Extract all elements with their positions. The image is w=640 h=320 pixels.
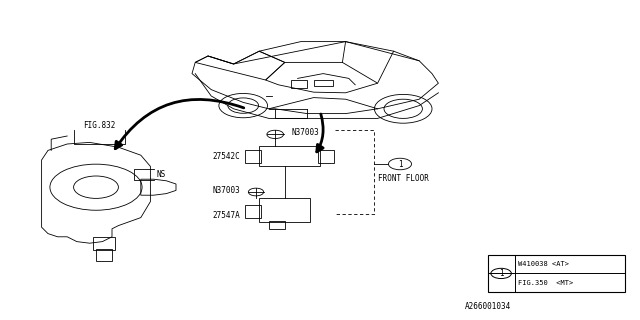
Bar [269, 221, 285, 229]
Text: NS: NS [157, 170, 166, 179]
Text: FIG.350  <MT>: FIG.350 <MT> [518, 280, 573, 286]
Text: FRONT FLOOR: FRONT FLOOR [378, 174, 428, 183]
Text: W410038 <AT>: W410038 <AT> [518, 261, 570, 267]
Text: N37003: N37003 [291, 128, 319, 137]
Bar [93, 237, 115, 250]
Text: 1: 1 [397, 159, 403, 169]
Bar [245, 205, 261, 218]
Bar [259, 198, 310, 222]
Bar [318, 150, 334, 163]
Bar [96, 249, 112, 261]
Bar [314, 80, 333, 86]
Text: 27547A: 27547A [212, 212, 240, 220]
Bar [291, 80, 307, 88]
Text: 27542C: 27542C [212, 152, 240, 161]
Text: 1: 1 [499, 269, 504, 278]
Text: FIG.832: FIG.832 [83, 121, 115, 130]
Text: N37003: N37003 [212, 186, 240, 195]
Bar [245, 150, 261, 163]
FancyArrowPatch shape [317, 114, 323, 152]
Bar [259, 146, 320, 166]
FancyArrowPatch shape [115, 100, 244, 149]
Bar [488, 255, 625, 292]
Text: A266001034: A266001034 [465, 302, 511, 311]
